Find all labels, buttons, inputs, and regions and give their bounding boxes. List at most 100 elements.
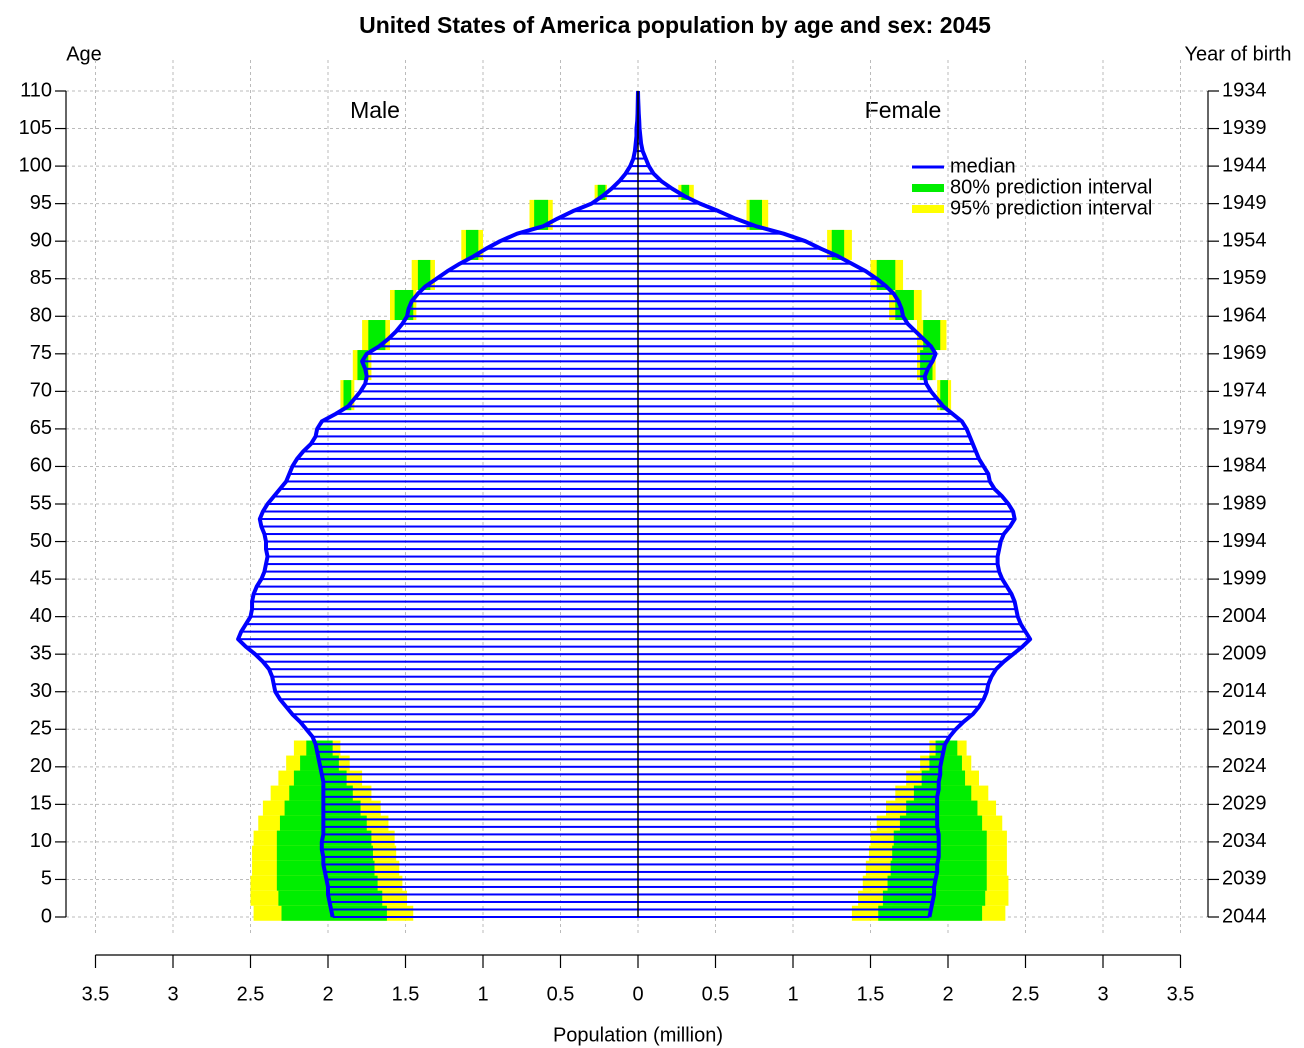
median-bar	[273, 683, 638, 686]
median-bar	[323, 855, 638, 858]
y-tick-label: 95	[30, 192, 52, 214]
median-bar	[323, 833, 638, 836]
median-bar	[306, 728, 638, 731]
median-bar	[256, 585, 638, 588]
median-bar	[638, 315, 904, 318]
x-tick-label: 1	[477, 983, 488, 1005]
male-label: Male	[350, 97, 400, 123]
median-bar	[638, 465, 984, 468]
interval-band	[343, 380, 352, 411]
median-bar	[436, 277, 638, 280]
median-bar	[323, 780, 638, 783]
median-bar	[459, 262, 638, 265]
median-bar	[417, 292, 638, 295]
median-bar	[267, 555, 638, 558]
median-bar	[638, 593, 1012, 596]
y-tick-label: 70	[30, 380, 52, 402]
median-bar	[543, 225, 638, 228]
y2-tick-label: 1974	[1222, 380, 1267, 402]
y2-tick-label: 1989	[1222, 492, 1267, 514]
median-bar	[323, 788, 638, 791]
x-axis-label: Population (million)	[553, 1024, 723, 1046]
y2-tick-label: 1944	[1222, 154, 1267, 176]
median-bar	[638, 360, 933, 363]
y2-tick-label: 1999	[1222, 567, 1267, 589]
median-bar	[638, 533, 1004, 536]
x-tick-label: 1.5	[392, 983, 420, 1005]
median-bar	[328, 885, 638, 888]
median-bar	[638, 885, 935, 888]
legend-label: 95% prediction interval	[950, 197, 1152, 219]
y2-tick-label: 1954	[1222, 229, 1267, 251]
median-bar	[317, 427, 638, 430]
x-tick-label: 0	[632, 983, 643, 1005]
median-bar	[310, 442, 638, 445]
median-bar	[407, 315, 638, 318]
interval-band	[597, 184, 606, 200]
y-tick-label: 60	[30, 455, 52, 477]
median-bar	[348, 405, 638, 408]
median-bar	[323, 825, 638, 828]
median-bar	[323, 818, 638, 821]
median-bar	[303, 450, 638, 453]
median-bar	[638, 563, 998, 566]
median-bar	[638, 818, 938, 821]
median-bar	[321, 848, 638, 851]
median-bar	[638, 728, 956, 731]
median-bar	[329, 900, 638, 903]
median-bar	[323, 803, 638, 806]
median-bar	[638, 277, 877, 280]
median-bar	[366, 375, 638, 378]
axes: 3.5 3 2.5 2 1.5 1 0.5 0 0.5 1 1.5 2 2.5 3 3.5051015202…	[19, 79, 1267, 1005]
median-bar	[323, 863, 638, 866]
median-bar	[354, 397, 638, 400]
median-bar	[638, 457, 979, 460]
median-bar	[638, 412, 953, 415]
median-bar	[267, 503, 638, 505]
median-bar	[259, 518, 638, 521]
median-bar	[638, 442, 973, 445]
median-bar	[500, 240, 638, 243]
median-bar	[638, 195, 685, 198]
female-label: Female	[865, 97, 942, 123]
interval-band	[929, 755, 962, 771]
y2-tick-label: 2024	[1222, 755, 1267, 777]
median-bar	[638, 570, 1000, 573]
median-bar	[638, 735, 950, 738]
median-bar	[272, 675, 638, 678]
median-bar	[638, 578, 1003, 581]
median-bar	[321, 420, 638, 423]
median-bar	[638, 705, 979, 708]
median-bar	[638, 840, 939, 843]
median-bar	[638, 150, 643, 153]
median-bar	[638, 420, 962, 423]
median-bar	[638, 405, 944, 408]
y-tick-label: 5	[41, 868, 52, 890]
y-tick-label: 75	[30, 342, 52, 364]
median-bar	[638, 157, 646, 160]
interval-band	[465, 229, 479, 260]
median-bar	[638, 765, 941, 768]
median-bar	[638, 322, 908, 325]
interval-band	[831, 229, 845, 260]
median-bar	[638, 878, 936, 881]
median-bar	[252, 600, 639, 603]
median-bar	[318, 758, 638, 761]
y2-tick-label: 2044	[1222, 905, 1267, 927]
median-bar	[638, 555, 998, 558]
median-bar	[638, 472, 989, 475]
median-bar	[638, 352, 936, 355]
y2-tick-label: 1964	[1222, 305, 1267, 327]
median-bar	[638, 300, 899, 303]
median-bar	[638, 330, 916, 333]
y-tick-label: 65	[30, 417, 52, 439]
median-bar	[321, 840, 638, 843]
median-bar	[261, 525, 638, 528]
median-bar	[241, 630, 638, 633]
median-bar	[402, 322, 638, 325]
median-bar	[633, 157, 638, 160]
x-tick-label: 0.5	[547, 983, 575, 1005]
median-bar	[261, 578, 638, 581]
median-bar	[365, 382, 638, 385]
y-tick-label: 90	[30, 229, 52, 251]
